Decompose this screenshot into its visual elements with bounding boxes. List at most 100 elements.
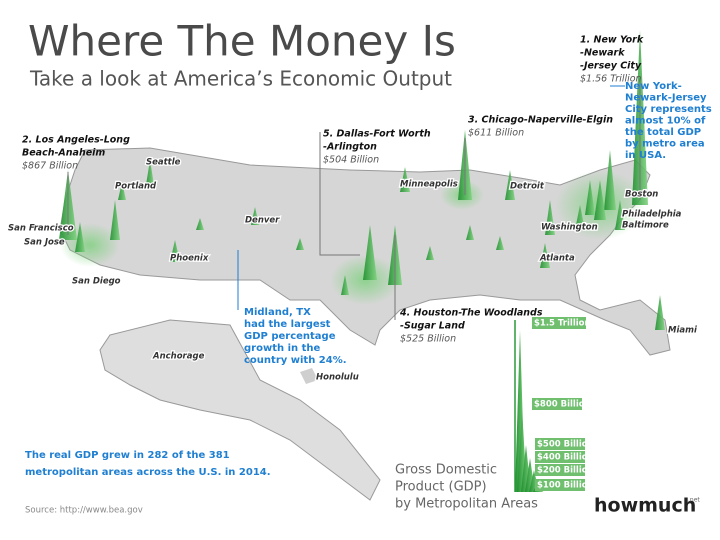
logo: howmuch xyxy=(594,495,696,517)
level-box xyxy=(535,464,585,476)
map xyxy=(59,30,671,501)
legend-title-line: by Metropolitan Areas xyxy=(395,497,538,512)
city-label: San Jose xyxy=(24,238,65,248)
note-line: The real GDP grew in 282 of the 381 xyxy=(25,450,230,461)
spike xyxy=(466,225,474,240)
city-label: San Diego xyxy=(72,277,121,287)
level-box xyxy=(535,438,585,450)
note-line: Newark-Jersey xyxy=(625,93,707,104)
note-line: metropolitan areas across the U.S. in 20… xyxy=(25,467,271,478)
city-label: Baltimore xyxy=(622,221,669,231)
level-label: $1.5 Trillion xyxy=(534,319,591,329)
alaska xyxy=(99,319,381,501)
callout-amount: $525 Billion xyxy=(400,334,456,345)
city-label: Detroit xyxy=(510,182,545,192)
spike xyxy=(545,200,555,235)
note-line: Midland, TX xyxy=(244,307,311,318)
spike xyxy=(540,243,550,268)
city-label: Seattle xyxy=(146,158,181,168)
spike xyxy=(604,150,616,210)
spike xyxy=(251,207,259,225)
spike xyxy=(655,295,665,330)
spike xyxy=(296,238,304,250)
spike xyxy=(585,180,595,215)
spike xyxy=(400,167,410,192)
callout-name: Beach-Anaheim xyxy=(22,148,105,159)
level-label: $500 Billion xyxy=(537,440,594,450)
callout-name: 2. Los Angeles-Long xyxy=(22,135,130,146)
callout-amount: $867 Billion xyxy=(22,161,78,172)
city-label: Boston xyxy=(625,190,658,200)
callout-amount: $504 Billion xyxy=(323,155,379,166)
note-line: had the largest xyxy=(244,319,331,330)
city-label: Atlanta xyxy=(539,254,575,264)
note-line: growth in the xyxy=(244,343,321,354)
city-label: Portland xyxy=(115,182,157,192)
spike xyxy=(426,246,434,260)
leader xyxy=(319,132,360,256)
callout-name: 1. New York xyxy=(580,35,644,46)
city-label: Denver xyxy=(245,216,280,226)
note-line: City represents xyxy=(625,104,712,115)
spike xyxy=(363,225,377,280)
spike xyxy=(575,205,585,230)
spike xyxy=(110,200,120,240)
spike xyxy=(496,236,504,250)
city-label: Washington xyxy=(541,223,598,233)
callout-name: 5. Dallas-Fort Worth xyxy=(323,129,431,140)
level-box xyxy=(532,317,586,329)
note-line: New York- xyxy=(625,81,682,92)
us-mainland xyxy=(59,147,671,356)
spike xyxy=(146,160,154,185)
spike xyxy=(75,222,85,252)
city-label: Anchorage xyxy=(152,352,205,362)
level-box xyxy=(532,398,582,410)
level-box xyxy=(535,479,585,491)
callout-name: 4. Houston-The Woodlands xyxy=(399,308,543,319)
level-label: $800 Billion xyxy=(534,400,591,410)
hawaii xyxy=(300,368,318,384)
city-label: Philadelphia xyxy=(622,210,682,220)
level-label: $100 Billion xyxy=(537,481,594,491)
callout-name: -Jersey City xyxy=(580,61,642,72)
level-box xyxy=(535,451,585,463)
city-label: Minneapolis xyxy=(400,180,458,190)
spike xyxy=(505,170,515,200)
level-label: $200 Billion xyxy=(537,466,594,476)
spike xyxy=(341,275,349,295)
subtitle: Take a look at America’s Economic Output xyxy=(29,67,452,91)
spike xyxy=(615,200,625,230)
legend: $1.5 Trillion $800 Billion $500 Billion $40… xyxy=(395,317,594,512)
callout-amount: $1.56 Trillion xyxy=(580,74,642,85)
callout-name: -Newark xyxy=(580,48,625,59)
note-line: in USA. xyxy=(625,150,666,161)
callout-name: -Sugar Land xyxy=(400,321,465,332)
note-line: country with 24%. xyxy=(244,355,347,366)
city-label: Phoenix xyxy=(170,254,209,264)
callout-name: 3. Chicago-Naperville-Elgin xyxy=(468,115,613,126)
legend-title-line: Gross Domestic xyxy=(395,463,497,478)
city-label: Honolulu xyxy=(316,373,359,383)
note-line: almost 10% of xyxy=(625,116,706,127)
legend-levels: $1.5 Trillion $800 Billion $500 Billion $40… xyxy=(532,317,594,491)
spike xyxy=(170,240,180,262)
title: Where The Money Is xyxy=(28,17,456,66)
spike xyxy=(594,180,606,220)
city-label: Miami xyxy=(668,326,698,336)
callout-name: -Arlington xyxy=(323,142,377,153)
city-labels: Seattle Portland San Francisco San Jose San … xyxy=(7,156,699,384)
level-label: $400 Billion xyxy=(537,453,594,463)
note-line: the total GDP xyxy=(625,127,701,138)
leaders xyxy=(67,78,641,320)
note-line: by metro area xyxy=(625,139,705,150)
source: Source: http://www.bea.gov xyxy=(25,506,143,516)
city-label: San Francisco xyxy=(8,224,74,234)
note-line: GDP percentage xyxy=(244,331,336,342)
callout-amount: $611 Billion xyxy=(468,128,524,139)
legend-title-line: Product (GDP) xyxy=(395,480,487,495)
callouts: 1. New York -Newark -Jersey City $1.56 Tril… xyxy=(22,35,644,345)
spike xyxy=(118,182,126,200)
spike xyxy=(196,218,204,230)
